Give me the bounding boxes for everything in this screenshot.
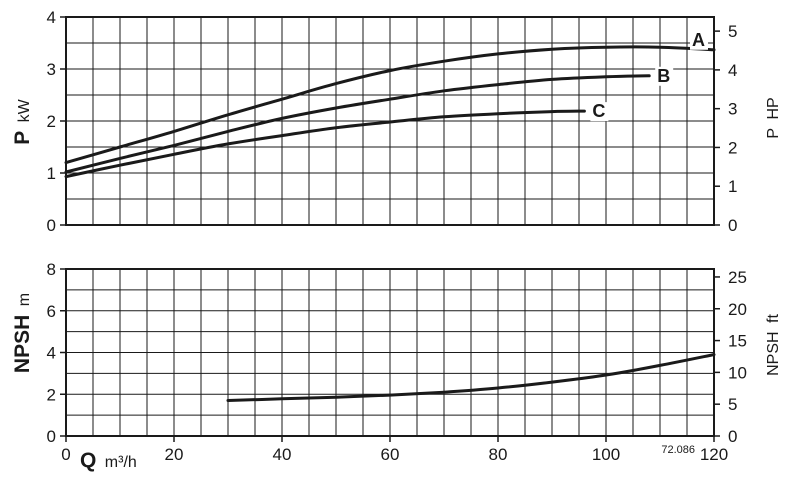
power-y-ticks-right: 0 1 2 3 4 5 (714, 22, 737, 235)
x-tick-label: 120 (700, 445, 728, 464)
npsh-curves (226, 353, 716, 402)
y-tick-label-left: 0 (47, 216, 56, 235)
npsh-ylabel: NPSH m (11, 293, 34, 373)
curve-label-background (655, 66, 674, 86)
power-ylabel-right-unit: HP (765, 97, 782, 119)
y-tick-label-left: 2 (47, 385, 56, 404)
x-tick-label: 60 (381, 445, 400, 464)
x-axis-label: Q m³/h (80, 449, 137, 472)
y-tick-label-right: 10 (728, 363, 747, 382)
power-curves (64, 45, 716, 179)
power-curve-labels: A B C (590, 30, 708, 122)
x-tick-label: 100 (592, 445, 620, 464)
x-tick-label: 40 (273, 445, 292, 464)
npsh-grid (66, 269, 714, 436)
x-axis-label-symbol: Q (80, 449, 96, 472)
curve-a (64, 45, 716, 165)
npsh-ylabel-symbol: NPSH (11, 315, 34, 373)
y-tick-label-right: 0 (728, 216, 737, 235)
npsh-y-ticks-right: 0 5 10 15 20 25 (714, 268, 747, 446)
curve-label-background (590, 102, 609, 122)
y-tick-label-left: 6 (47, 302, 56, 321)
y-tick-label-right: 25 (728, 268, 747, 287)
y-tick-label-right: 1 (728, 177, 737, 196)
y-tick-label-right: 2 (728, 138, 737, 157)
y-tick-label-right: 4 (728, 61, 737, 80)
curve-npsh (226, 353, 716, 402)
y-tick-label-left: 4 (47, 344, 56, 363)
x-tick-label: 80 (489, 445, 508, 464)
power-chart-panel: 0 1 2 3 4 0 1 2 3 4 5 A B C P kW P HP (11, 8, 782, 235)
npsh-y-ticks-left: 0 2 4 6 8 (47, 260, 66, 446)
x-axis-label-unit: m³/h (105, 454, 137, 471)
npsh-x-ticks: 0 20 40 60 80 100 120 (61, 436, 728, 464)
npsh-ylabel-right: NPSH ft (765, 314, 782, 376)
power-ylabel-symbol: P (11, 131, 34, 145)
chart-reference-number: 72.086 (661, 444, 695, 456)
y-tick-label-left: 4 (47, 8, 56, 27)
power-ylabel-right: P HP (765, 97, 782, 138)
y-tick-label-right: 3 (728, 100, 737, 119)
power-ylabel-unit: kW (16, 98, 33, 122)
y-tick-label-left: 2 (47, 112, 56, 131)
curve-b (64, 74, 651, 174)
power-ylabel: P kW (11, 98, 34, 144)
x-tick-label: 0 (61, 445, 70, 464)
npsh-ylabel-right-unit: ft (765, 314, 782, 323)
y-tick-label-right: 15 (728, 332, 747, 351)
curve-label-c: C (592, 101, 605, 121)
npsh-ylabel-unit: m (16, 293, 33, 306)
y-tick-label-left: 8 (47, 260, 56, 279)
y-tick-label-left: 0 (47, 427, 56, 446)
y-tick-label-left: 3 (47, 60, 56, 79)
curve-label-a: A (692, 30, 705, 50)
y-tick-label-right: 5 (728, 22, 737, 41)
y-tick-label-left: 1 (47, 164, 56, 183)
y-tick-label-right: 5 (728, 395, 737, 414)
power-y-ticks-left: 0 1 2 3 4 (47, 8, 66, 235)
y-tick-label-right: 20 (728, 300, 747, 319)
power-ylabel-right-symbol: P (765, 128, 782, 139)
x-tick-label: 20 (165, 445, 184, 464)
curve-label-b: B (657, 66, 670, 86)
npsh-ylabel-right-symbol: NPSH (765, 331, 782, 375)
curve-label-background (690, 30, 708, 50)
curve-c (64, 109, 586, 179)
y-tick-label-right: 0 (728, 427, 737, 446)
power-grid (66, 17, 714, 225)
